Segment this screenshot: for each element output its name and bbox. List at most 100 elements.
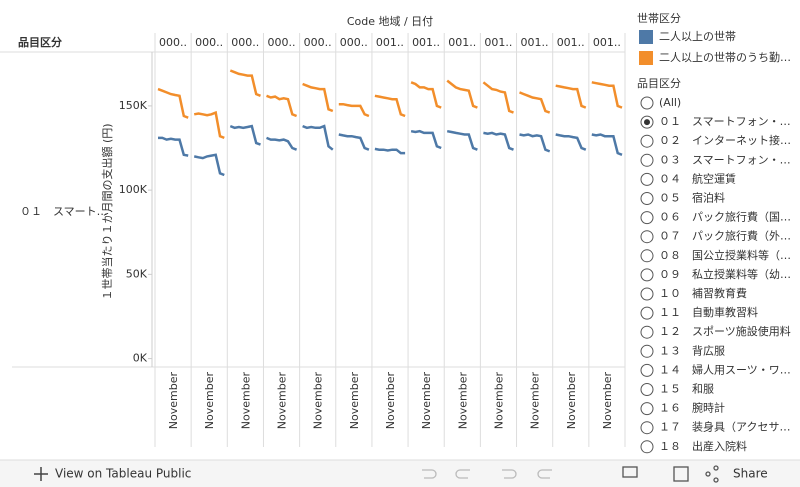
radio[interactable]: [640, 421, 654, 435]
radio[interactable]: [640, 383, 654, 396]
filter-option[interactable]: ０３ スマートフォン・…: [659, 153, 791, 166]
radio[interactable]: [640, 440, 654, 454]
series-line: [338, 133, 370, 151]
radio[interactable]: [640, 402, 654, 416]
y-tick-label: 0K: [133, 352, 148, 365]
series-line: [157, 87, 189, 119]
filter-option[interactable]: ０８ 国公立授業料等（…: [659, 248, 791, 262]
x-tick-label: November: [348, 372, 361, 430]
series-line: [446, 79, 478, 109]
filter-option[interactable]: １１ 自動車教習料: [659, 305, 758, 319]
column-header: 001..: [484, 36, 512, 49]
radio[interactable]: [640, 192, 654, 205]
row-label: ０１ スマート…: [20, 205, 108, 218]
filter-option[interactable]: １７ 装身具（アクセサ…: [659, 420, 790, 434]
share-button[interactable]: Share: [733, 467, 768, 481]
radio[interactable]: [640, 211, 654, 225]
radio[interactable]: [640, 306, 654, 320]
column-header: 000..: [195, 36, 223, 49]
filter-option[interactable]: ０４ 航空運賃: [659, 171, 736, 185]
tableau-icon: [34, 467, 48, 481]
filter-option[interactable]: １０ 補習教育費: [659, 286, 747, 300]
series-line: [555, 133, 587, 151]
column-header: 001..: [448, 36, 476, 49]
filter-title: 品目区分: [637, 77, 681, 90]
radio[interactable]: [640, 325, 654, 339]
filter-option[interactable]: １２ スポーツ施設使用料: [659, 324, 791, 338]
filter-option[interactable]: １４ 婦人用スーツ・ワ…: [659, 362, 791, 376]
legend-label[interactable]: 二人以上の世帯: [659, 30, 736, 43]
legend-swatch[interactable]: [639, 30, 653, 44]
x-tick-label: November: [203, 372, 216, 430]
x-tick-label: November: [239, 372, 252, 430]
radio[interactable]: [640, 230, 654, 244]
series-line: [229, 69, 261, 97]
radio[interactable]: [640, 96, 654, 110]
filter-option[interactable]: ０２ インターネット接…: [659, 134, 791, 147]
series-line: [158, 136, 189, 157]
legend-title: 世帯区分: [637, 12, 681, 25]
filter-option[interactable]: ０５ 宿泊料: [659, 191, 725, 205]
legend-swatch[interactable]: [639, 51, 653, 65]
x-tick-label: November: [312, 372, 325, 430]
radio[interactable]: [640, 153, 654, 167]
filter-option[interactable]: ０７ パック旅行費（外…: [659, 229, 791, 243]
y-tick-label: 150K: [119, 99, 148, 112]
radio[interactable]: [640, 287, 654, 301]
legend-label[interactable]: 二人以上の世帯のうち勤…: [659, 51, 791, 64]
filter-option[interactable]: ０１ スマートフォン・…: [659, 115, 791, 128]
filter-option[interactable]: １３ 背広服: [659, 343, 725, 357]
column-header: 000..: [231, 36, 259, 49]
radio[interactable]: [640, 249, 654, 263]
y-axis-title: １世帯当たり１か月間の支出額 (円): [100, 123, 114, 300]
filter-option[interactable]: ０９ 私立授業料等（幼…: [659, 267, 791, 281]
radio[interactable]: [640, 344, 654, 358]
x-tick-label: November: [167, 372, 180, 430]
column-header-title: Code 地域 / 日付: [347, 15, 433, 28]
series-line: [410, 129, 442, 150]
series-line: [591, 81, 623, 109]
filter-option[interactable]: (All): [659, 96, 681, 109]
filter-option[interactable]: １８ 出産入院料: [659, 439, 747, 453]
y-tick-label: 50K: [126, 267, 148, 280]
filter-option[interactable]: ０６ パック旅行費（国…: [659, 210, 791, 224]
column-header: 000..: [159, 36, 187, 49]
radio-dot: [644, 119, 650, 126]
toolbar: [0, 460, 800, 487]
x-tick-label: November: [384, 372, 397, 430]
column-header: 000..: [267, 36, 295, 49]
column-header: 000..: [304, 36, 332, 49]
series-line: [266, 94, 298, 118]
radio[interactable]: [640, 172, 654, 186]
series-line: [483, 131, 514, 151]
column-header: 001..: [376, 36, 404, 49]
x-tick-label: November: [565, 372, 578, 430]
filter-option[interactable]: １６ 腕時計: [659, 401, 725, 415]
series-line: [302, 124, 334, 151]
radio[interactable]: [640, 363, 654, 377]
x-tick-label: November: [276, 372, 289, 430]
series-line: [555, 84, 587, 109]
series-line: [374, 94, 406, 118]
series-line: [229, 124, 261, 146]
y-tick-label: 100K: [119, 183, 148, 196]
series-line: [482, 81, 514, 114]
column-header: 000..: [340, 36, 368, 49]
toolbar-icons: [422, 465, 719, 483]
series-line: [519, 133, 551, 153]
series-line: [591, 133, 623, 156]
series-line: [374, 147, 406, 155]
radio[interactable]: [640, 134, 654, 148]
column-header: 001..: [521, 36, 549, 49]
x-tick-label: November: [492, 372, 505, 430]
series-line: [193, 153, 225, 177]
filter-option[interactable]: １５ 和服: [659, 383, 714, 396]
x-tick-label: November: [529, 372, 542, 430]
series-line: [519, 91, 551, 114]
view-link[interactable]: View on Tableau Public: [55, 467, 191, 481]
row-header-title: 品目区分: [18, 35, 62, 49]
column-header: 001..: [593, 36, 621, 49]
radio[interactable]: [640, 268, 654, 282]
column-header: 001..: [412, 36, 440, 49]
